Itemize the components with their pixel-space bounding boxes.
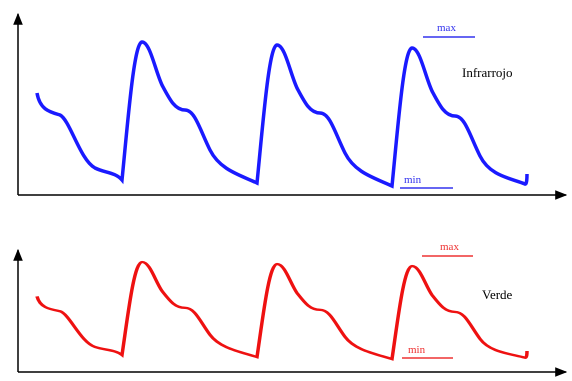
max-label: max <box>437 22 456 34</box>
green-wave <box>35 260 529 361</box>
infrared-panel: max min Infrarrojo <box>13 12 568 200</box>
infrared-wave <box>35 40 529 188</box>
panel-label: Infrarrojo <box>462 65 513 80</box>
panel-label: Verde <box>482 287 513 302</box>
green-panel: max min Verde <box>13 241 568 377</box>
min-label: min <box>408 344 426 356</box>
max-label: max <box>440 241 459 253</box>
min-label: min <box>404 174 422 186</box>
